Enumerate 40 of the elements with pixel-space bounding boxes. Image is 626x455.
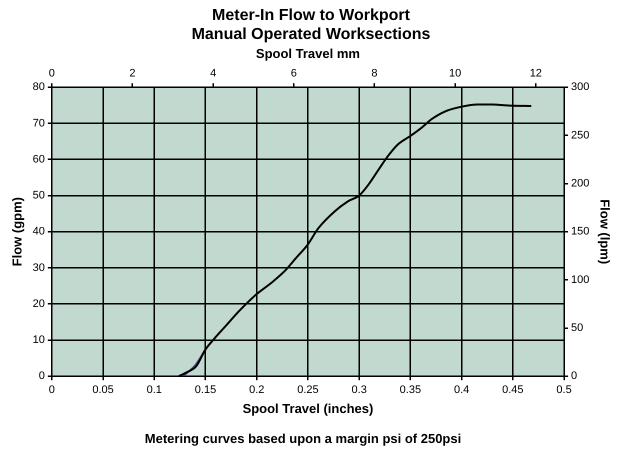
x2-axis-title: Spool Travel mm [256, 46, 360, 61]
x2-tick-label: 8 [371, 68, 378, 80]
x-tick-label: 0.1 [146, 384, 162, 396]
y-tick-label: 80 [32, 81, 45, 94]
x2-tick-label: 10 [449, 68, 462, 80]
y-tick-label: 40 [32, 226, 45, 238]
y2-tick-label: 300 [571, 81, 590, 94]
x2-tick-label: 0 [48, 68, 55, 80]
y2-tick-label: 200 [571, 178, 590, 190]
x-tick-label: 0.4 [454, 384, 470, 396]
x-tick-label: 0.5 [556, 384, 572, 396]
y-tick-label: 0 [38, 370, 45, 382]
chart-title: Meter-In Flow to Workport Manual Operated Worksections [192, 7, 431, 44]
x2-tick-label: 12 [530, 68, 542, 80]
x-tick-label: 0.3 [352, 384, 367, 396]
x-tick-label: 0.35 [400, 384, 422, 396]
x-tick-label: 0 [48, 384, 55, 396]
x2-tick-label: 6 [290, 68, 297, 80]
y-axis-title: Flow (gpm) [9, 197, 24, 266]
x2-tick-label: 4 [210, 68, 216, 80]
x-tick-label: 0.25 [297, 384, 319, 396]
y-tick-label: 50 [32, 190, 45, 202]
y-tick-label: 10 [32, 334, 45, 346]
x2-tick-label: 2 [129, 68, 136, 80]
y2-tick-label: 100 [571, 274, 590, 286]
y2-tick-label: 150 [571, 226, 590, 238]
y2-axis-title: Flow (lpm) [598, 199, 613, 264]
y-tick-label: 70 [32, 117, 45, 130]
y-tick-label: 30 [32, 262, 45, 274]
text: Metering curves based upon a margin psi of 250psi [144, 431, 462, 446]
y2-tick-label: 50 [571, 322, 584, 334]
x-axis-title: Spool Travel (inches) [242, 400, 374, 416]
x-tick-label: 0.15 [194, 384, 216, 396]
y-tick-label: 60 [32, 153, 45, 166]
x-tick-label: 0.45 [502, 384, 524, 396]
y-tick-label: 20 [32, 298, 45, 310]
y2-tick-label: 0 [571, 370, 578, 382]
x-tick-label: 0.2 [249, 384, 264, 396]
x-tick-label: 0.05 [92, 384, 114, 396]
y2-tick-label: 250 [571, 129, 590, 142]
